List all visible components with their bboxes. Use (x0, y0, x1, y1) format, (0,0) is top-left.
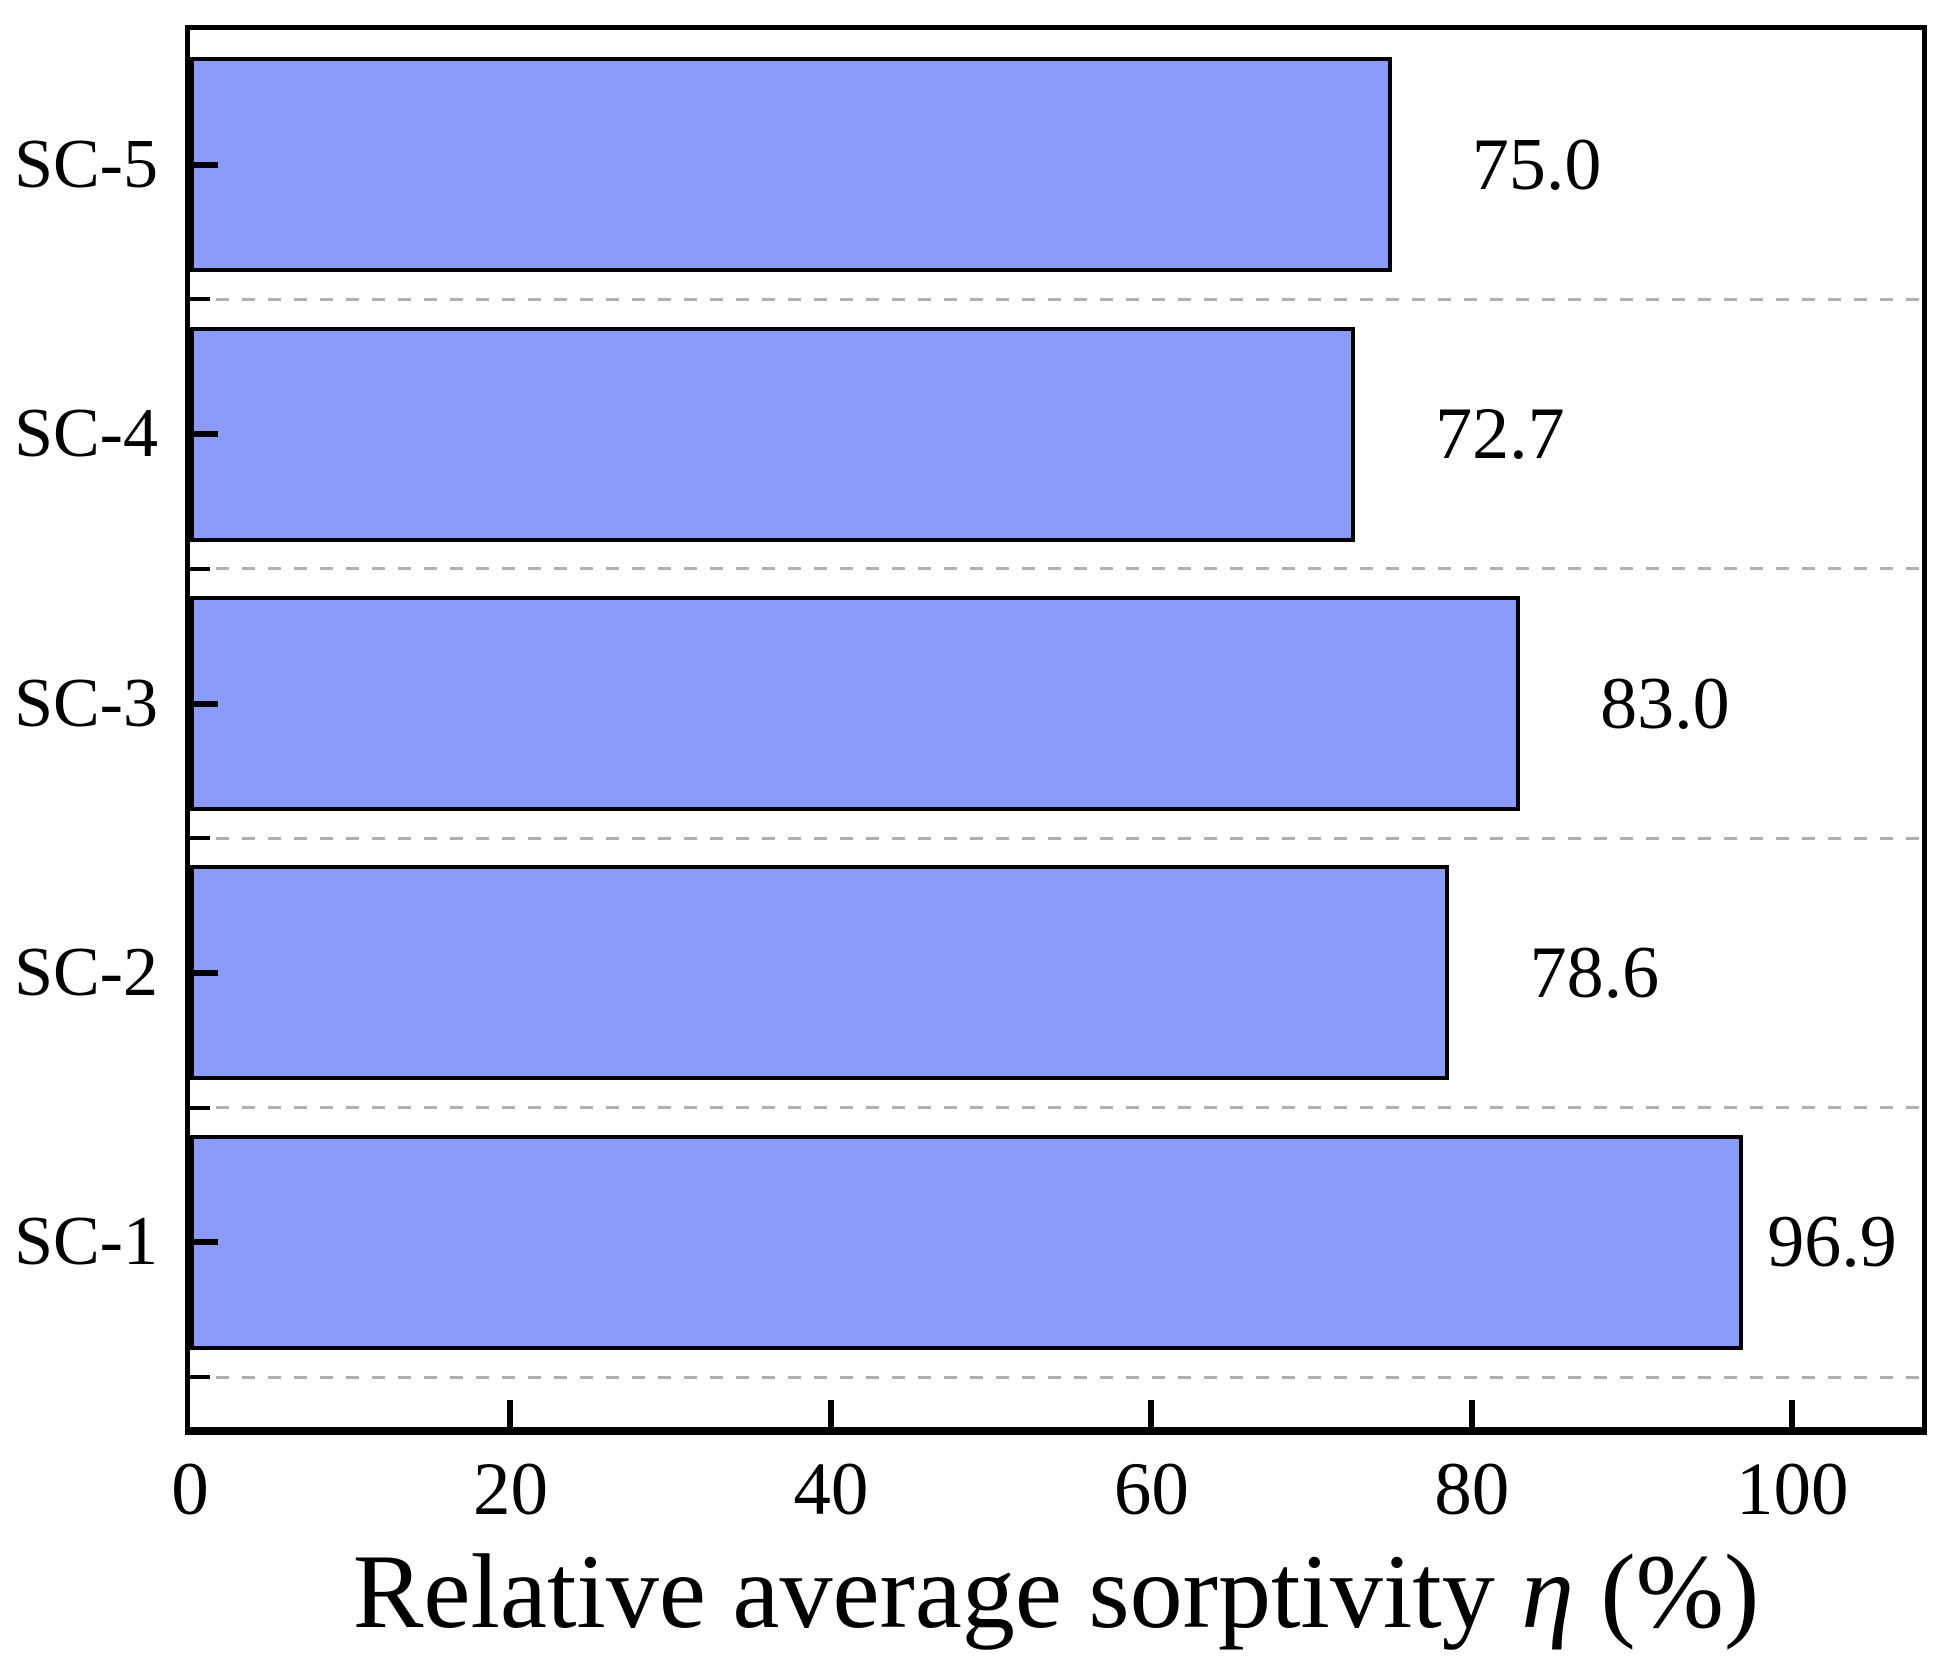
x-axis-tick-20 (507, 1400, 514, 1427)
y-axis-minor-tick (190, 1105, 210, 1110)
y-axis-minor-tick (190, 1375, 210, 1379)
y-axis-minor-tick (190, 297, 210, 302)
category-label-SC-4: SC-4 (14, 395, 158, 473)
x-axis-title: Relative average sorptivity η (%) (190, 1536, 1922, 1648)
x-axis-title-unit: (%) (1573, 1533, 1760, 1650)
plot-area: 75.0 72.7 83.0 78.6 96.9 (185, 25, 1927, 1435)
x-tick-label-20: 20 (472, 1448, 548, 1531)
x-axis-tick-100 (1789, 1400, 1796, 1427)
x-axis-tick-40 (827, 1400, 834, 1427)
bar-SC-4 (190, 326, 1355, 542)
bar-SC-5 (190, 57, 1392, 273)
bar-SC-3 (190, 596, 1520, 811)
dashed-gridline (190, 297, 1922, 301)
category-label-SC-5: SC-5 (14, 125, 158, 203)
bar-SC-2 (190, 865, 1450, 1081)
dashed-gridline (190, 567, 1922, 571)
category-label-SC-3: SC-3 (14, 664, 158, 742)
category-label-SC-1: SC-1 (14, 1203, 158, 1281)
x-axis-tick-80 (1468, 1400, 1475, 1427)
x-tick-label-40: 40 (793, 1448, 869, 1531)
x-axis-title-text: Relative average sorptivity (352, 1533, 1522, 1650)
x-tick-label-60: 60 (1113, 1448, 1189, 1531)
eta-symbol: η (1521, 1533, 1574, 1650)
value-label-SC-3: 83.0 (1600, 662, 1730, 745)
x-tick-label-100: 100 (1735, 1448, 1849, 1531)
y-axis-major-tick (190, 969, 218, 976)
y-axis-minor-tick (190, 836, 210, 841)
x-tick-label-0: 0 (171, 1448, 209, 1531)
y-axis-major-tick (190, 161, 218, 168)
bar-SC-1 (190, 1134, 1743, 1350)
dashed-gridline (190, 836, 1922, 840)
category-label-SC-2: SC-2 (14, 933, 158, 1011)
y-axis-minor-tick (190, 566, 210, 571)
dashed-gridline (190, 1106, 1922, 1110)
x-tick-label-80: 80 (1434, 1448, 1510, 1531)
y-axis-major-tick (190, 431, 218, 438)
value-label-SC-5: 75.0 (1471, 123, 1602, 206)
y-axis-major-tick (190, 700, 218, 707)
value-label-SC-2: 78.6 (1529, 931, 1660, 1014)
x-axis-tick-60 (1148, 1400, 1155, 1427)
value-label-SC-4: 72.7 (1435, 393, 1565, 476)
y-axis-major-tick (190, 1239, 218, 1246)
value-label-SC-1: 96.9 (1767, 1201, 1897, 1284)
dashed-gridline (190, 1375, 1922, 1379)
